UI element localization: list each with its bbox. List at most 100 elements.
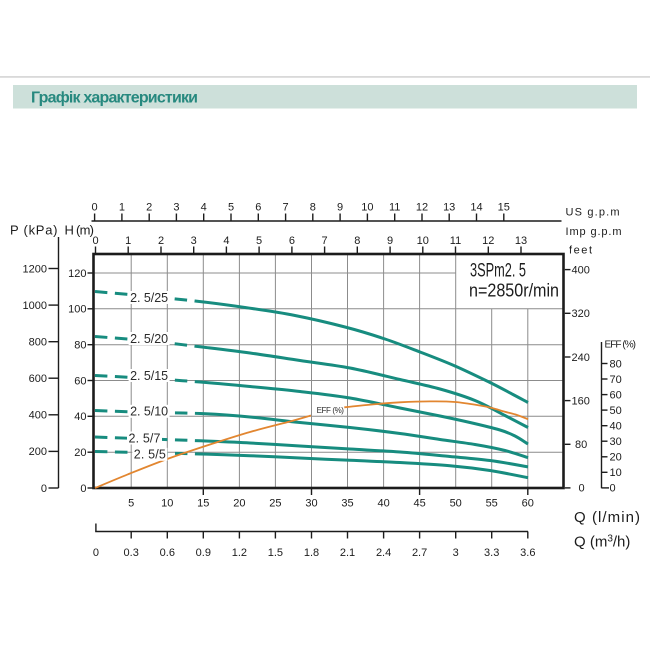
svg-text:2.4: 2.4 (376, 547, 391, 559)
svg-text:1: 1 (119, 202, 125, 214)
svg-text:5: 5 (228, 202, 234, 214)
svg-text:10: 10 (417, 235, 429, 247)
svg-text:Imp g.p.m: Imp g.p.m (566, 226, 622, 238)
svg-text:12: 12 (416, 202, 428, 214)
svg-text:0: 0 (80, 483, 86, 495)
svg-text:2: 2 (146, 202, 152, 214)
svg-text:35: 35 (341, 498, 353, 510)
svg-text:9: 9 (387, 235, 393, 247)
svg-text:feet: feet (569, 245, 592, 257)
svg-text:3.6: 3.6 (520, 547, 535, 559)
svg-text:11: 11 (450, 235, 461, 247)
svg-text:0: 0 (610, 483, 616, 495)
svg-text:25: 25 (269, 498, 281, 510)
svg-text:0: 0 (92, 202, 98, 214)
svg-text:50: 50 (610, 405, 622, 417)
svg-text:0: 0 (93, 547, 99, 559)
svg-text:400: 400 (572, 264, 590, 276)
svg-text:0.3: 0.3 (124, 547, 139, 559)
svg-text:US g.p.m: US g.p.m (566, 207, 620, 219)
svg-text:6: 6 (255, 202, 261, 214)
svg-text:50: 50 (450, 498, 462, 510)
svg-text:Q (l/min): Q (l/min) (574, 509, 640, 526)
svg-text:14: 14 (470, 202, 482, 214)
svg-text:15: 15 (197, 498, 209, 510)
svg-text:8: 8 (310, 202, 316, 214)
svg-text:2. 5/5: 2. 5/5 (134, 448, 166, 462)
svg-text:600: 600 (29, 373, 47, 385)
svg-text:7: 7 (322, 235, 328, 247)
svg-text:3.3: 3.3 (484, 547, 499, 559)
svg-text:1200: 1200 (23, 263, 47, 275)
svg-text:60: 60 (74, 375, 86, 387)
svg-text:60: 60 (610, 389, 622, 401)
svg-text:3: 3 (173, 202, 179, 214)
svg-text:40: 40 (610, 421, 622, 433)
svg-text:13: 13 (515, 235, 527, 247)
svg-text:20: 20 (74, 447, 86, 459)
svg-text:20: 20 (233, 498, 245, 510)
svg-text:80: 80 (74, 340, 86, 352)
svg-text:0: 0 (579, 483, 585, 495)
svg-text:45: 45 (413, 498, 425, 510)
svg-text:3: 3 (453, 547, 459, 559)
svg-text:40: 40 (377, 498, 389, 510)
svg-text:10: 10 (610, 467, 622, 479)
svg-text:55: 55 (486, 498, 498, 510)
svg-text:400: 400 (29, 410, 47, 422)
svg-text:2. 5/20: 2. 5/20 (130, 332, 168, 346)
svg-text:0.9: 0.9 (196, 547, 211, 559)
svg-text:120: 120 (68, 268, 86, 280)
svg-text:4: 4 (223, 235, 229, 247)
svg-text:6: 6 (289, 235, 295, 247)
svg-text:1.8: 1.8 (304, 547, 319, 559)
svg-text:10: 10 (361, 202, 373, 214)
svg-text:2. 5/25: 2. 5/25 (130, 291, 168, 305)
svg-text:0: 0 (92, 235, 98, 247)
svg-text:Графік характеристики: Графік характеристики (31, 90, 198, 107)
svg-text:70: 70 (610, 374, 622, 386)
svg-text:12: 12 (482, 235, 494, 247)
svg-text:9: 9 (337, 202, 343, 214)
svg-text:10: 10 (161, 498, 173, 510)
svg-text:15: 15 (498, 202, 510, 214)
svg-text:1.5: 1.5 (268, 547, 283, 559)
svg-text:1: 1 (125, 235, 131, 247)
svg-text:30: 30 (305, 498, 317, 510)
svg-text:3: 3 (191, 235, 197, 247)
svg-text:100: 100 (68, 304, 86, 316)
svg-text:80: 80 (610, 358, 622, 370)
svg-text:60: 60 (522, 498, 534, 510)
svg-text:2.7: 2.7 (412, 547, 427, 559)
svg-text:EFF (%): EFF (%) (317, 406, 345, 415)
svg-text:8: 8 (354, 235, 360, 247)
svg-text:2. 5/10: 2. 5/10 (130, 405, 168, 419)
svg-text:40: 40 (74, 411, 86, 423)
svg-text:EFF (%): EFF (%) (605, 340, 637, 351)
svg-text:200: 200 (29, 446, 47, 458)
svg-text:2: 2 (158, 235, 164, 247)
svg-text:n=2850r/min: n=2850r/min (469, 280, 559, 301)
svg-text:11: 11 (389, 202, 400, 214)
svg-text:7: 7 (283, 202, 289, 214)
svg-text:4: 4 (201, 202, 207, 214)
svg-text:2.1: 2.1 (340, 547, 355, 559)
svg-text:320: 320 (572, 308, 590, 320)
svg-text:2. 5/15: 2. 5/15 (130, 369, 168, 383)
svg-text:5: 5 (256, 235, 262, 247)
svg-text:160: 160 (572, 395, 590, 407)
svg-text:Q (m3/h): Q (m3/h) (574, 534, 630, 551)
svg-text:13: 13 (443, 202, 455, 214)
svg-text:0: 0 (41, 483, 47, 495)
svg-text:80: 80 (575, 439, 587, 451)
svg-text:30: 30 (610, 436, 622, 448)
svg-text:0.6: 0.6 (160, 547, 175, 559)
svg-text:800: 800 (29, 337, 47, 349)
svg-text:3SPm2. 5: 3SPm2. 5 (470, 261, 526, 282)
svg-text:1000: 1000 (23, 300, 47, 312)
svg-text:1.2: 1.2 (232, 547, 247, 559)
svg-text:2. 5/7: 2. 5/7 (129, 431, 161, 445)
svg-text:20: 20 (610, 452, 622, 464)
svg-text:H (m): H (m) (65, 223, 95, 238)
svg-text:P (kPa): P (kPa) (10, 223, 58, 238)
